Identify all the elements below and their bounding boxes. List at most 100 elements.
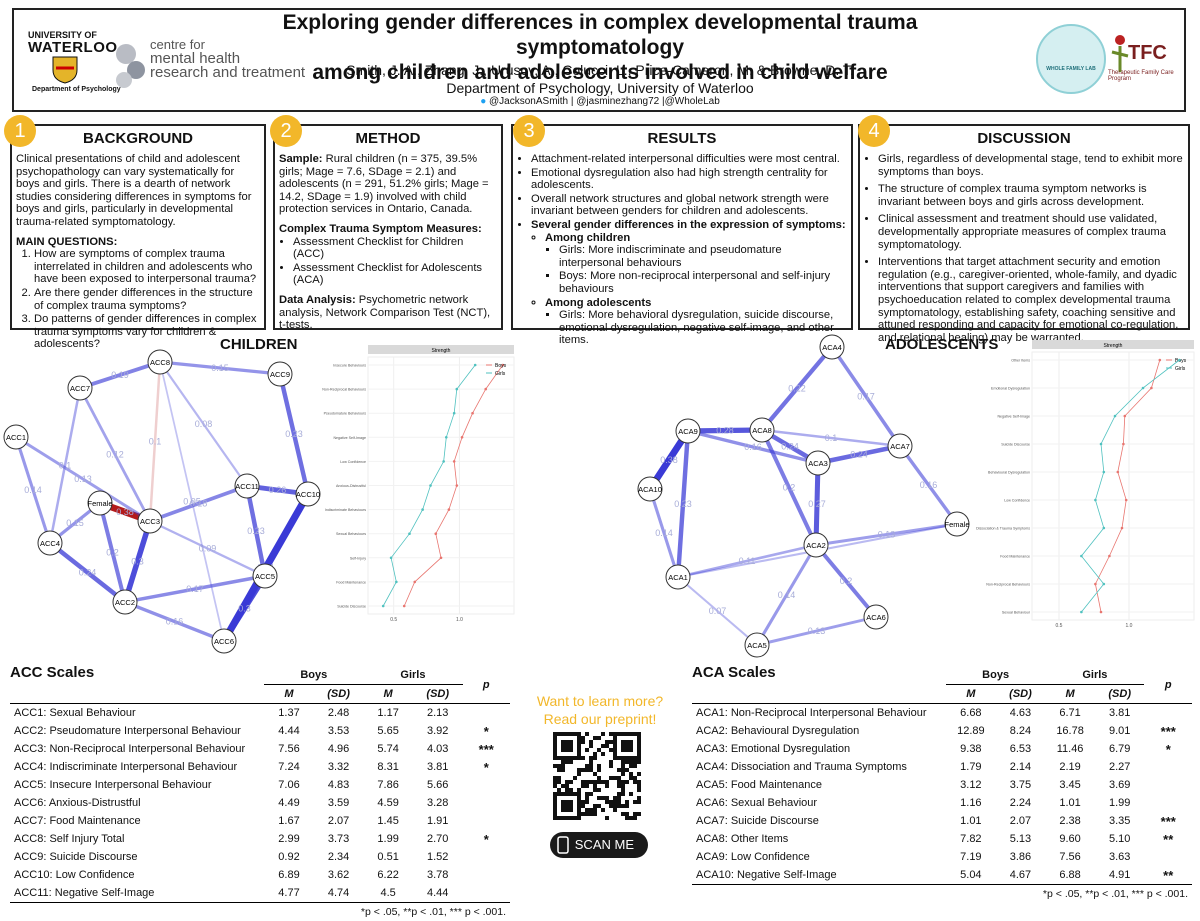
edge-weight: 0.26 bbox=[269, 485, 287, 495]
stat: 8.31 bbox=[363, 758, 413, 776]
scale-name: ACC9: Suicide Discourse bbox=[10, 848, 264, 866]
point bbox=[1117, 471, 1120, 474]
blank bbox=[692, 666, 946, 685]
edge-weight: 0.17 bbox=[186, 584, 204, 594]
point bbox=[474, 364, 477, 367]
y-tick-label: Dissociation & Trauma Symptoms bbox=[976, 527, 1030, 531]
scale-name: ACC3: Non-Reciprocal Interpersonal Behav… bbox=[10, 740, 264, 758]
stat: 2.07 bbox=[996, 812, 1046, 830]
x-tick-label: 0.5 bbox=[1056, 623, 1063, 629]
legend-label: Boys bbox=[1175, 358, 1187, 364]
node-label: ACA9 bbox=[678, 427, 698, 436]
scale-name: ACC5: Insecure Interpersonal Behaviour bbox=[10, 776, 264, 794]
point bbox=[1150, 387, 1153, 390]
scale-name: ACA1: Non-Reciprocal Interpersonal Behav… bbox=[692, 704, 946, 723]
stat: 6.71 bbox=[1045, 704, 1095, 723]
significance bbox=[463, 704, 511, 723]
y-tick-label: Non-Reciprocal Behaviours bbox=[986, 583, 1030, 587]
column-header: (SD) bbox=[1095, 685, 1145, 704]
column-header: (SD) bbox=[314, 685, 364, 704]
node-label: ACC7 bbox=[70, 384, 90, 393]
scale-name: ACA9: Low Confidence bbox=[692, 848, 946, 866]
stat: 1.37 bbox=[264, 704, 314, 723]
point bbox=[471, 412, 474, 415]
scale-name: ACA10: Negative Self-Image bbox=[692, 866, 946, 885]
point bbox=[390, 557, 393, 560]
stat: 3.53 bbox=[314, 722, 364, 740]
stat: 6.53 bbox=[996, 740, 1046, 758]
stat: 4.91 bbox=[1095, 866, 1145, 885]
point bbox=[484, 388, 487, 391]
stat: 3.63 bbox=[1095, 848, 1145, 866]
point bbox=[1159, 359, 1162, 362]
scan-label: SCAN ME bbox=[575, 837, 634, 852]
point bbox=[421, 508, 424, 511]
stat: 4.44 bbox=[264, 722, 314, 740]
stat: 2.27 bbox=[1095, 758, 1145, 776]
point bbox=[456, 388, 459, 391]
point bbox=[408, 532, 411, 535]
point bbox=[1122, 443, 1125, 446]
stat: 7.24 bbox=[264, 758, 314, 776]
edge-weight: 0.24 bbox=[781, 442, 799, 452]
edge-weight: 0.3 bbox=[238, 604, 251, 614]
significance bbox=[1144, 848, 1192, 866]
node-label: ACC5 bbox=[255, 572, 275, 581]
point bbox=[1100, 611, 1103, 614]
stat: 3.81 bbox=[413, 758, 463, 776]
row: ACC4: Indiscriminate Interpersonal Behav… bbox=[10, 758, 510, 776]
plot-area bbox=[1032, 352, 1194, 620]
scale-name: ACA3: Emotional Dysregulation bbox=[692, 740, 946, 758]
stat: 2.38 bbox=[1045, 812, 1095, 830]
stat: 3.28 bbox=[413, 794, 463, 812]
scale-name: ACC10: Low Confidence bbox=[10, 866, 264, 884]
node-label: ACA4 bbox=[822, 343, 842, 352]
significance: *** bbox=[1144, 722, 1192, 740]
stat: 3.45 bbox=[1045, 776, 1095, 794]
stat: 3.73 bbox=[314, 830, 364, 848]
scale-name: ACA6: Sexual Behaviour bbox=[692, 794, 946, 812]
edge-weight: 0.1 bbox=[149, 437, 162, 447]
footnote-row: *p < .05, **p < .01, *** p < .001. bbox=[692, 885, 1192, 904]
stat: 2.13 bbox=[413, 704, 463, 723]
point bbox=[453, 412, 456, 415]
stat: 6.89 bbox=[264, 866, 314, 884]
stat: 2.48 bbox=[314, 704, 364, 723]
edge-weight: 0.19 bbox=[111, 370, 129, 380]
x-tick-label: 1.0 bbox=[456, 617, 463, 623]
stat: 8.24 bbox=[996, 722, 1046, 740]
node-label: ACA3 bbox=[808, 459, 828, 468]
scale-name: ACC1: Sexual Behaviour bbox=[10, 704, 264, 723]
row: ACA1: Non-Reciprocal Interpersonal Behav… bbox=[692, 704, 1192, 723]
y-tick-label: Pseudomature Behaviours bbox=[324, 412, 367, 416]
subheader-row: M(SD)M(SD) bbox=[692, 685, 1192, 704]
stat: 1.16 bbox=[946, 794, 996, 812]
node-label: ACA6 bbox=[866, 613, 886, 622]
qr-prompt: Want to learn more? Read our preprint! bbox=[520, 692, 680, 728]
stat: 6.79 bbox=[1095, 740, 1145, 758]
stat: 1.99 bbox=[363, 830, 413, 848]
significance bbox=[1144, 758, 1192, 776]
scale-name: ACC2: Pseudomature Interpersonal Behavio… bbox=[10, 722, 264, 740]
point bbox=[1103, 583, 1106, 586]
y-tick-label: Non-Reciprocal Behaviours bbox=[322, 388, 366, 392]
stat: 3.59 bbox=[314, 794, 364, 812]
point bbox=[461, 436, 464, 439]
stat: 6.22 bbox=[363, 866, 413, 884]
significance: * bbox=[463, 722, 511, 740]
stat: 3.32 bbox=[314, 758, 364, 776]
scale-name: ACA2: Behavioural Dysregulation bbox=[692, 722, 946, 740]
edge-weight: 0.23 bbox=[285, 429, 303, 439]
significance: ** bbox=[1144, 866, 1192, 885]
point bbox=[1114, 415, 1117, 418]
node-label: ACC11 bbox=[235, 482, 259, 491]
point bbox=[1125, 499, 1128, 502]
x-tick-label: 1.0 bbox=[1126, 623, 1133, 629]
qr-code bbox=[553, 732, 641, 820]
plot-title: Strength bbox=[432, 348, 451, 354]
